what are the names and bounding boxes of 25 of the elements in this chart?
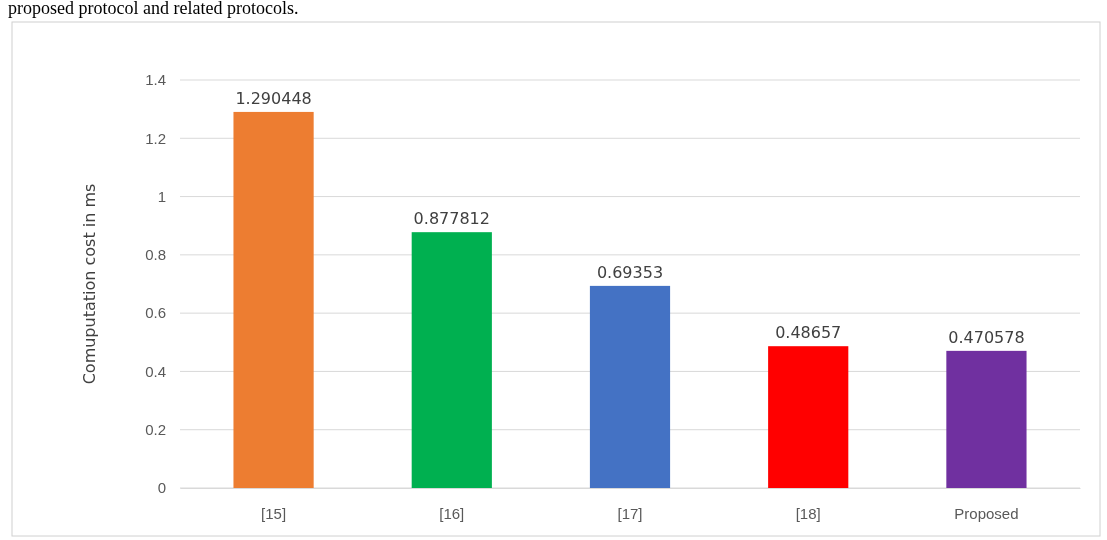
- y-axis-title: Comuputation cost in ms: [80, 183, 99, 385]
- y-tick-label: 0.4: [145, 362, 166, 380]
- y-tick-label: 1: [157, 187, 166, 205]
- bar: [411, 232, 492, 488]
- bar: [768, 346, 849, 488]
- y-tick-label: 0.8: [145, 246, 166, 264]
- data-label: 1.290448: [235, 88, 312, 108]
- text: proposed protocol and related protocols.: [8, 0, 299, 18]
- data-label: 0.470578: [948, 327, 1025, 347]
- y-tick-label: 0.2: [145, 421, 166, 439]
- y-tick-label: 1.2: [145, 129, 166, 147]
- x-tick-label: [18]: [795, 504, 821, 522]
- x-tick-label: [16]: [439, 504, 465, 522]
- data-label: 0.48657: [775, 323, 842, 343]
- x-tick-label: Proposed: [954, 504, 1019, 522]
- x-tick-label: [17]: [617, 504, 643, 522]
- x-tick-label: [15]: [261, 504, 287, 522]
- data-label: 0.69353: [596, 262, 664, 282]
- y-tick-label: 0.6: [145, 304, 166, 322]
- y-tick-label: 0: [157, 479, 166, 497]
- bar: [946, 350, 1027, 488]
- y-tick-label: 1.4: [145, 71, 166, 89]
- bar: [589, 285, 671, 488]
- bar: [233, 111, 314, 488]
- data-label: 0.877812: [413, 209, 490, 229]
